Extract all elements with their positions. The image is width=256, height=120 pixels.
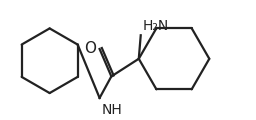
Text: NH: NH <box>102 103 122 117</box>
Text: O: O <box>84 42 96 57</box>
Text: H₂N: H₂N <box>143 19 169 33</box>
